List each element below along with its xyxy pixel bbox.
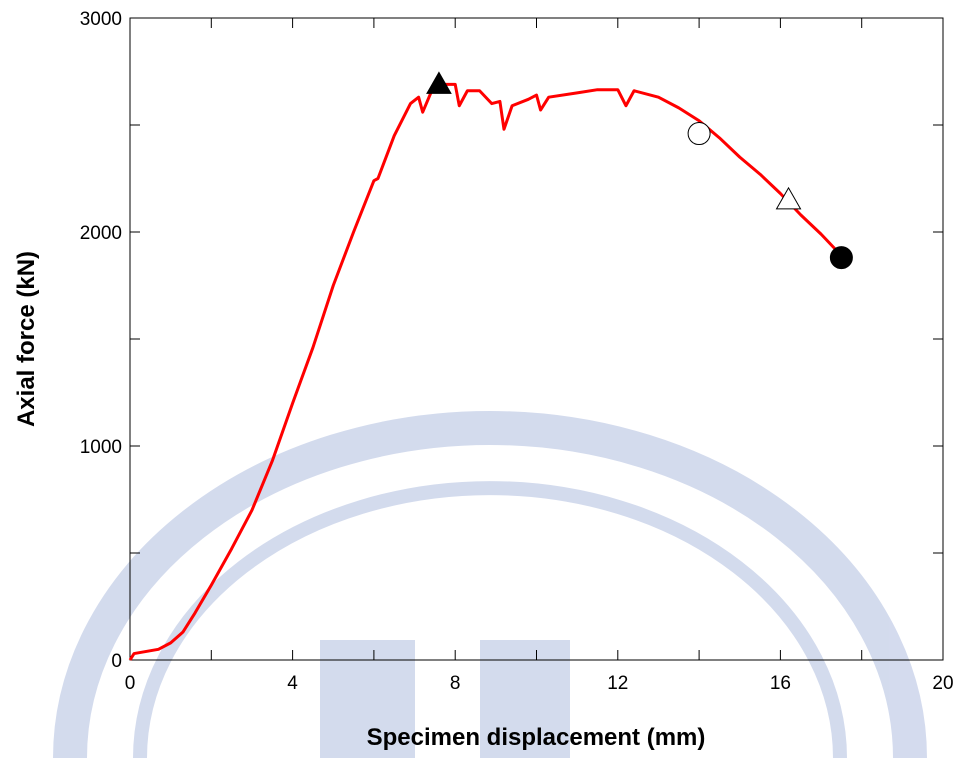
watermark (53, 411, 927, 758)
y-axis-label: Axial force (kN) (13, 251, 40, 427)
x-tick-label: 16 (770, 673, 791, 694)
x-tick-label: 20 (932, 673, 953, 694)
data-line (128, 82, 843, 661)
x-tick-label: 4 (287, 673, 298, 694)
marker-circle (829, 246, 853, 270)
y-tick-label: 0 (111, 651, 122, 672)
marker-triangle (775, 186, 802, 210)
x-tick-label: 0 (125, 673, 136, 694)
y-tick-label: 2000 (80, 223, 122, 244)
y-tick-label: 3000 (80, 9, 122, 30)
y-tick-label: 1000 (80, 437, 122, 458)
x-tick-label: 8 (450, 673, 461, 694)
marker-circle (687, 122, 711, 146)
marker-triangle (426, 71, 452, 94)
x-axis-label: Specimen displacement (mm) (367, 724, 706, 751)
x-tick-label: 12 (607, 673, 628, 694)
